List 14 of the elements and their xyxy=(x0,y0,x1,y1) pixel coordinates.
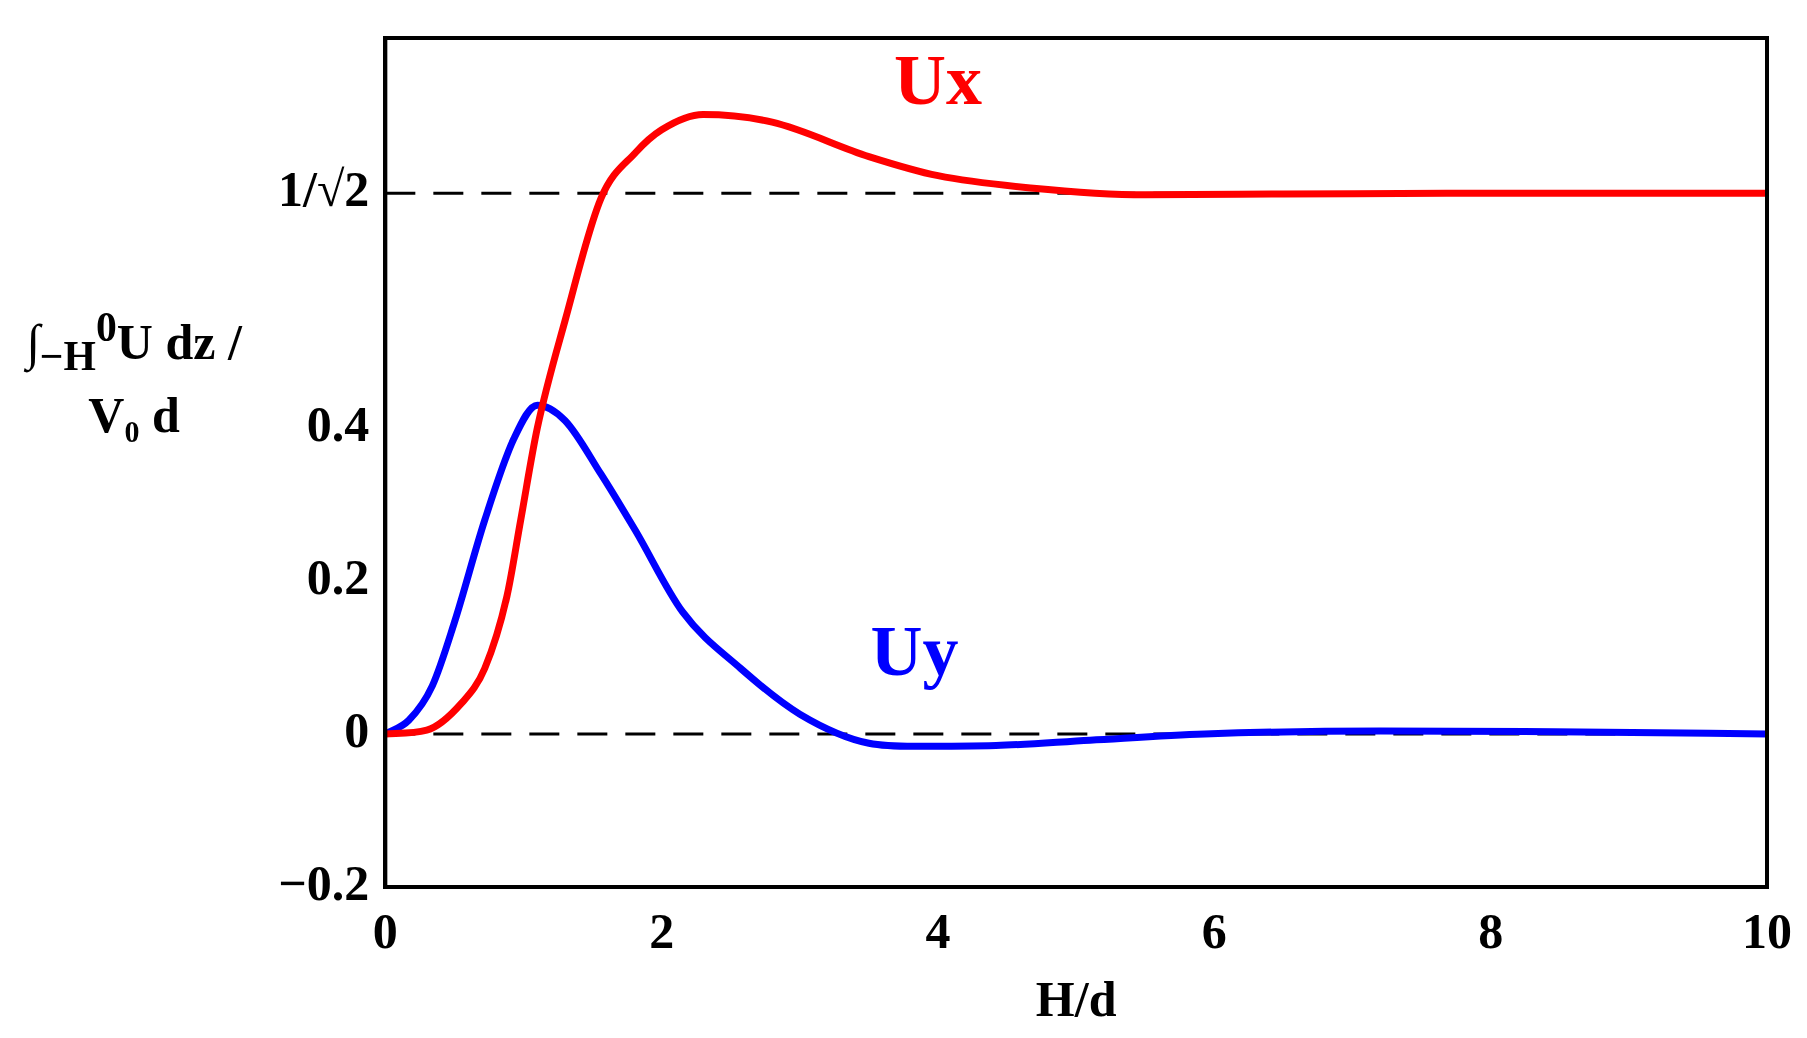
x-axis-title: H/d xyxy=(1035,970,1117,1027)
y-tick-label: 0 xyxy=(344,701,370,758)
y-axis-title: ∫$_{−H}$$^{0}$U dz / V₀ d xyxy=(23,303,244,445)
x-tick-label: 8 xyxy=(1478,902,1504,959)
x-tick-label: 10 xyxy=(1742,902,1792,959)
series-label: Uy xyxy=(870,610,959,691)
x-tick-label: 2 xyxy=(649,902,675,959)
y-tick-label: 0.4 xyxy=(306,396,370,452)
x-tick-label: 4 xyxy=(925,902,951,959)
series-label: Ux xyxy=(894,40,982,121)
y-tick-label: 1/√2 xyxy=(277,161,370,218)
y-tick-label: −0.2 xyxy=(278,854,370,911)
y-tick-label: 0.2 xyxy=(306,548,370,605)
x-tick-label: 6 xyxy=(1201,902,1227,959)
